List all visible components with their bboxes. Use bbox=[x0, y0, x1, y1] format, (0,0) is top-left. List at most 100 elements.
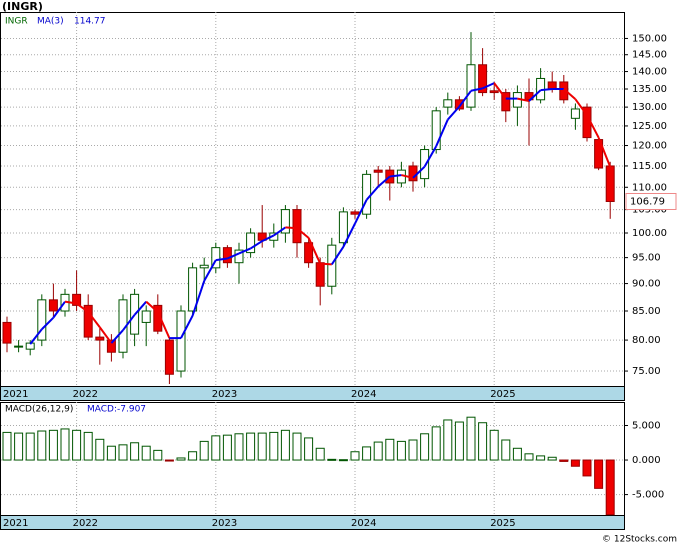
ma-segment bbox=[76, 302, 89, 313]
ma-segment bbox=[435, 119, 449, 147]
macd-bar bbox=[315, 447, 325, 461]
macd-bar bbox=[327, 458, 337, 461]
x-tick-label: 2024 bbox=[351, 389, 376, 400]
candle-body bbox=[443, 99, 453, 108]
ma-segment bbox=[285, 226, 298, 230]
candle-body bbox=[222, 247, 232, 264]
macd-bar bbox=[292, 432, 302, 461]
candle-body bbox=[2, 321, 12, 344]
macd-bar bbox=[466, 416, 476, 461]
candle-body bbox=[280, 209, 290, 234]
ma-segment bbox=[365, 185, 379, 201]
candle-body bbox=[362, 173, 372, 215]
ma-segment bbox=[597, 137, 612, 168]
candle-body bbox=[373, 169, 383, 173]
candle-body bbox=[164, 339, 174, 375]
x-tick-label: 2023 bbox=[212, 389, 237, 400]
macd-bar bbox=[130, 442, 140, 461]
macd-bar bbox=[246, 432, 256, 461]
macd-bar bbox=[222, 434, 232, 461]
ma-segment bbox=[238, 247, 251, 255]
y-tick-label: 150.00 bbox=[632, 33, 667, 44]
price-frame bbox=[0, 12, 625, 387]
x-tick-label: 2022 bbox=[73, 518, 98, 529]
macd-bar bbox=[362, 446, 372, 461]
ma-segment bbox=[110, 329, 124, 344]
candle-body bbox=[570, 108, 580, 119]
ma-segment bbox=[458, 90, 472, 108]
y-tick-label: 75.00 bbox=[632, 366, 661, 377]
candle-body bbox=[176, 310, 186, 372]
macd-bar bbox=[60, 428, 70, 461]
macd-bar bbox=[501, 439, 511, 461]
macd-bar bbox=[304, 437, 314, 461]
ma-segment bbox=[493, 82, 507, 100]
ma-segment bbox=[227, 252, 240, 260]
legend-ma: MA(3) bbox=[37, 17, 64, 27]
ma-segment bbox=[412, 165, 426, 179]
ma-segment bbox=[574, 98, 588, 116]
ma-segment bbox=[586, 114, 600, 139]
macd-title: MACD(26,12,9) bbox=[5, 405, 73, 415]
macd-bar bbox=[536, 455, 546, 461]
price-tag-box bbox=[625, 192, 677, 210]
macd-bar bbox=[443, 419, 453, 461]
candle-body bbox=[292, 209, 302, 244]
macd-bar bbox=[373, 441, 383, 461]
ma-segment bbox=[29, 328, 43, 345]
macd-bar bbox=[199, 440, 209, 461]
candle-body bbox=[211, 247, 221, 269]
ma-segment bbox=[296, 227, 310, 239]
macd-bar bbox=[25, 432, 35, 461]
y-tick-label: 120.00 bbox=[632, 141, 667, 152]
ma-segment bbox=[133, 300, 147, 316]
ma-segment bbox=[98, 326, 113, 344]
ma-segment bbox=[389, 174, 402, 178]
y-tick-label: 105.00 bbox=[632, 205, 667, 216]
macd-bar bbox=[524, 453, 534, 461]
macd-bar bbox=[512, 447, 522, 461]
ma-segment bbox=[64, 300, 77, 305]
candle-body bbox=[408, 165, 418, 182]
y-tick-label: 85.00 bbox=[632, 306, 661, 317]
watermark: © 12Stocks.com bbox=[602, 535, 677, 545]
macd-bar bbox=[338, 459, 348, 462]
y-tick-label: 110.00 bbox=[632, 182, 667, 193]
x-tick-label: 2022 bbox=[73, 389, 98, 400]
y-tick-label: 125.00 bbox=[632, 121, 667, 132]
macd-bar bbox=[431, 426, 441, 461]
macd-bar bbox=[559, 459, 569, 462]
candle-body bbox=[315, 262, 325, 287]
ma-segment bbox=[401, 174, 414, 179]
macd-bar bbox=[420, 433, 430, 461]
ma-segment bbox=[470, 87, 483, 92]
ma-segment bbox=[273, 226, 286, 237]
candle-body bbox=[605, 165, 615, 202]
ma-segment bbox=[447, 105, 461, 121]
macd-bar bbox=[605, 459, 615, 516]
macd-bar bbox=[2, 431, 12, 461]
ma-segment bbox=[250, 240, 263, 250]
ma-segment bbox=[41, 316, 55, 330]
macd-bar bbox=[582, 459, 592, 477]
y-tick-label: 100.00 bbox=[632, 228, 667, 239]
candle-body bbox=[304, 242, 314, 264]
macd-bar bbox=[269, 431, 279, 461]
candle-body bbox=[327, 244, 337, 287]
candle-body bbox=[501, 92, 511, 112]
macd-bar bbox=[188, 451, 198, 461]
macd-bar bbox=[118, 444, 128, 461]
ma-segment bbox=[215, 257, 228, 262]
date-strip bbox=[0, 515, 625, 530]
candle-body bbox=[246, 232, 256, 254]
macd-bar bbox=[48, 429, 58, 461]
ma-segment bbox=[156, 311, 171, 339]
candle-body bbox=[431, 110, 441, 151]
candle-body bbox=[48, 299, 58, 312]
candle-body bbox=[466, 64, 476, 108]
ma-segment bbox=[307, 237, 322, 264]
candle-body bbox=[72, 293, 82, 306]
macd-bar bbox=[385, 438, 395, 461]
x-tick-label: 2021 bbox=[3, 389, 28, 400]
ma-segment bbox=[423, 145, 438, 168]
